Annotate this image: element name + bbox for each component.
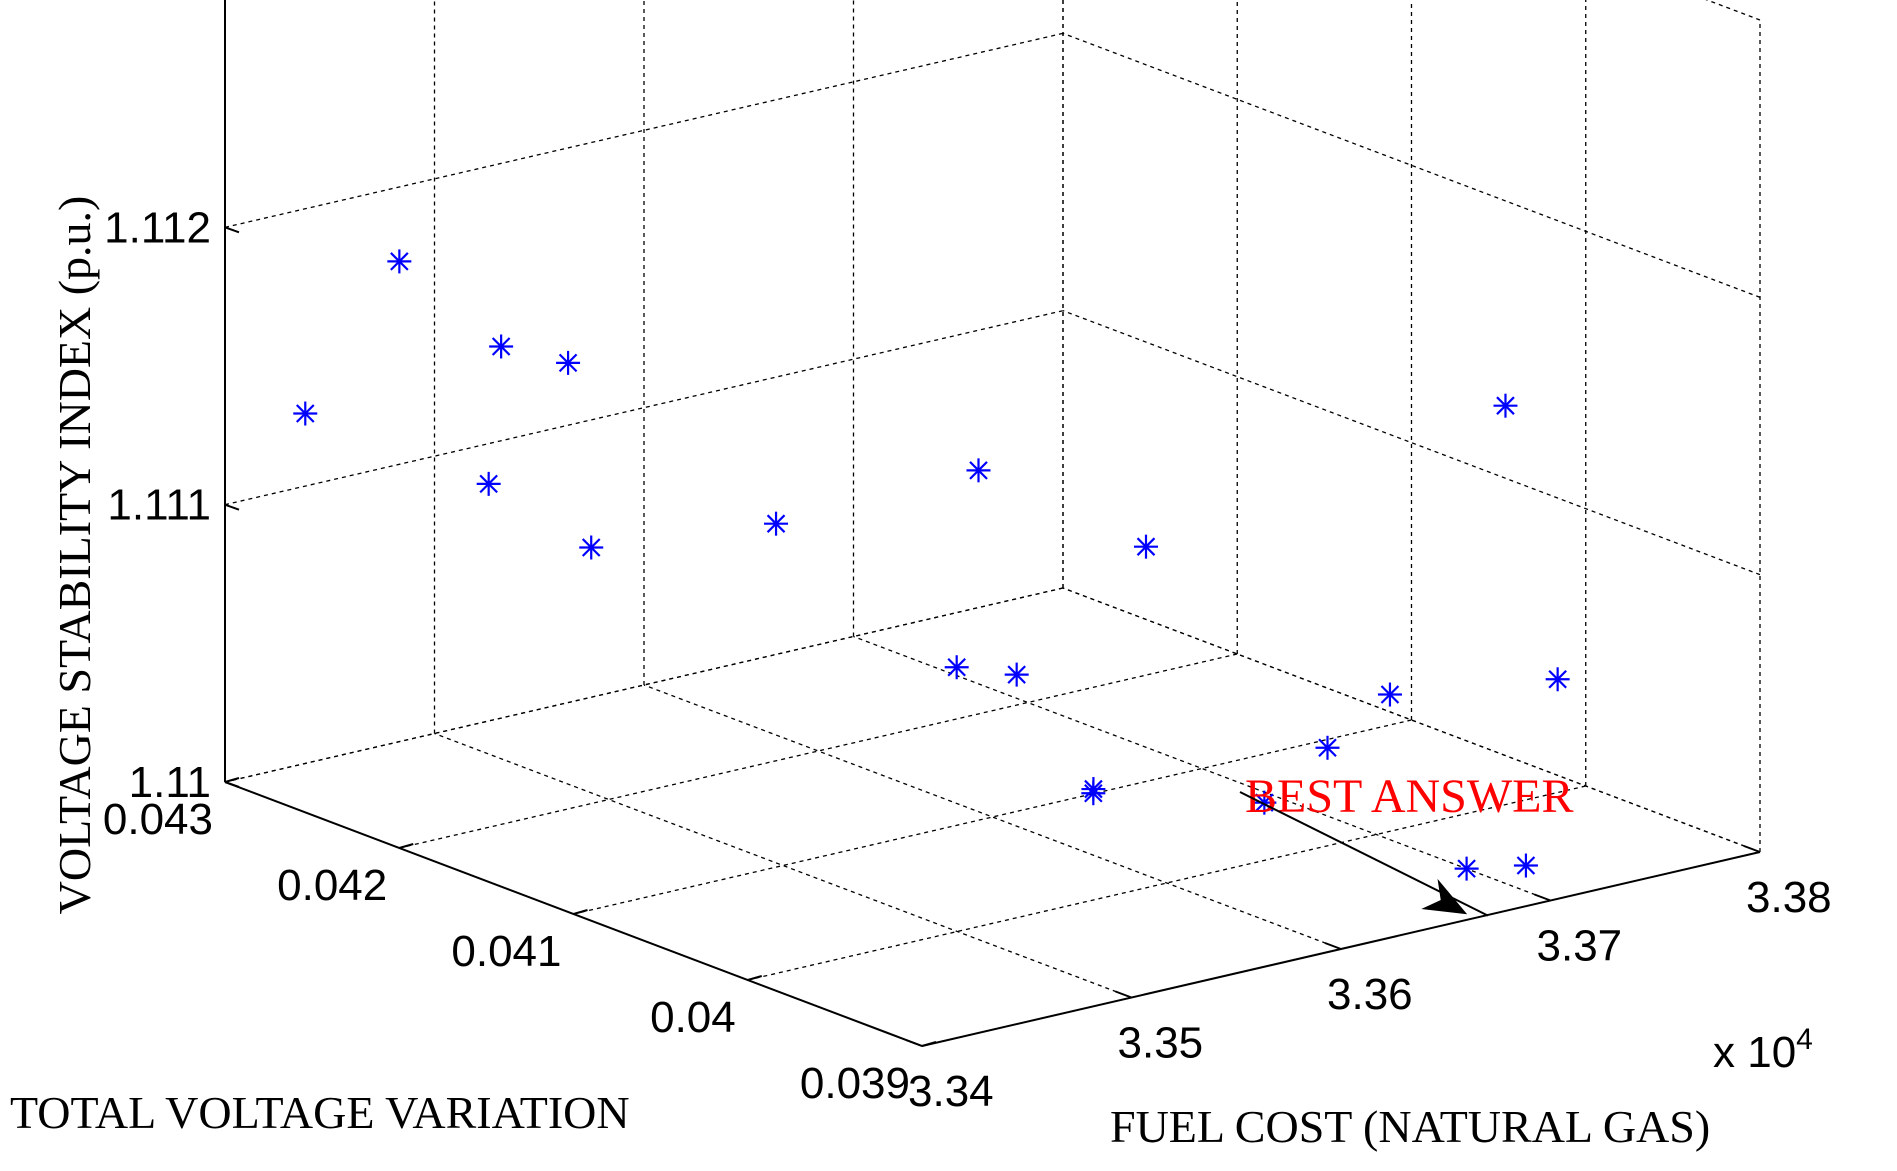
x-tick: [1534, 893, 1551, 902]
data-point-star: [944, 655, 969, 680]
data-point-star: [764, 511, 789, 536]
data-point-star: [489, 334, 514, 359]
annotation-arrow-head: [1421, 878, 1468, 915]
x-multiplier-label: x 104: [1713, 1023, 1813, 1077]
data-point-star: [1545, 667, 1570, 692]
data-point-star: [966, 458, 991, 483]
data-point-star: [476, 471, 501, 496]
z-axis-label: VOLTAGE STABILITY INDEX (p.u.): [49, 196, 100, 915]
data-point-star: [1081, 777, 1106, 802]
data-point-star: [387, 249, 412, 274]
y-tick-label: 0.042: [277, 861, 387, 910]
y-tick-label: 0.041: [451, 927, 561, 976]
x-tick-label: 3.38: [1746, 873, 1832, 922]
z-tick-label: 1.111: [107, 481, 211, 530]
x-tick-label: 3.35: [1118, 1019, 1204, 1068]
axis-layer: 3.34 3.35 3.36 3.37 3.38 0.039 0.04 0.041 0.042 0…: [103, 0, 1832, 1116]
annotation-arrow: [1239, 791, 1489, 917]
data-point-star: [1454, 856, 1479, 881]
data-point-star: [579, 535, 604, 560]
data-points: [293, 249, 1570, 881]
data-point-star: [1377, 682, 1402, 707]
x-tick-label: 3.36: [1327, 970, 1413, 1019]
x-tick: [905, 1039, 923, 1047]
side-wall-grid-line: [1705, 0, 1761, 21]
x-axis-label: FUEL COST (NATURAL GAS): [1110, 1101, 1710, 1152]
y-tick-label: 0.04: [650, 993, 736, 1042]
z-tick: [224, 503, 240, 511]
floor-grid-line: [399, 653, 1238, 849]
x-tick-label: 3.37: [1537, 922, 1623, 971]
x-tick-label: 3.34: [908, 1067, 994, 1116]
floor-grid-line: [643, 684, 1342, 950]
data-point-star: [1513, 853, 1538, 878]
data-point-star: [1252, 790, 1277, 815]
data-point-star: [1315, 735, 1340, 760]
y-axis-label: TOTAL VOLTAGE VARIATION: [10, 1087, 630, 1138]
data-point-star: [1134, 534, 1158, 559]
y-tick: [921, 1041, 937, 1047]
x-tick: [1743, 845, 1761, 853]
data-point-star: [556, 350, 581, 375]
floor-grid-line: [853, 635, 1551, 902]
z-tick-label: 1.112: [104, 203, 211, 252]
x-tick: [1324, 942, 1342, 950]
data-point-star: [293, 401, 318, 426]
y-tick-label: 0.043: [103, 795, 213, 844]
y-tick: [573, 909, 588, 915]
z-tick-label: 1.11: [129, 758, 211, 807]
data-point-star: [1493, 393, 1518, 418]
y-tick: [224, 777, 240, 783]
y-tick: [398, 843, 414, 849]
z-tick: [224, 226, 240, 234]
grid-layer: [224, 0, 1761, 1047]
labels: FUEL COST (NATURAL GAS) TOTAL VOLTAGE VA…: [10, 196, 1813, 1152]
y-tick-label: 0.039: [800, 1059, 910, 1108]
data-point-star: [1004, 662, 1029, 687]
z-tick: [224, 781, 240, 788]
best-answer-annotation: BEST ANSWER: [1245, 770, 1574, 823]
x-tick: [1115, 990, 1132, 999]
y-tick: [747, 975, 763, 981]
